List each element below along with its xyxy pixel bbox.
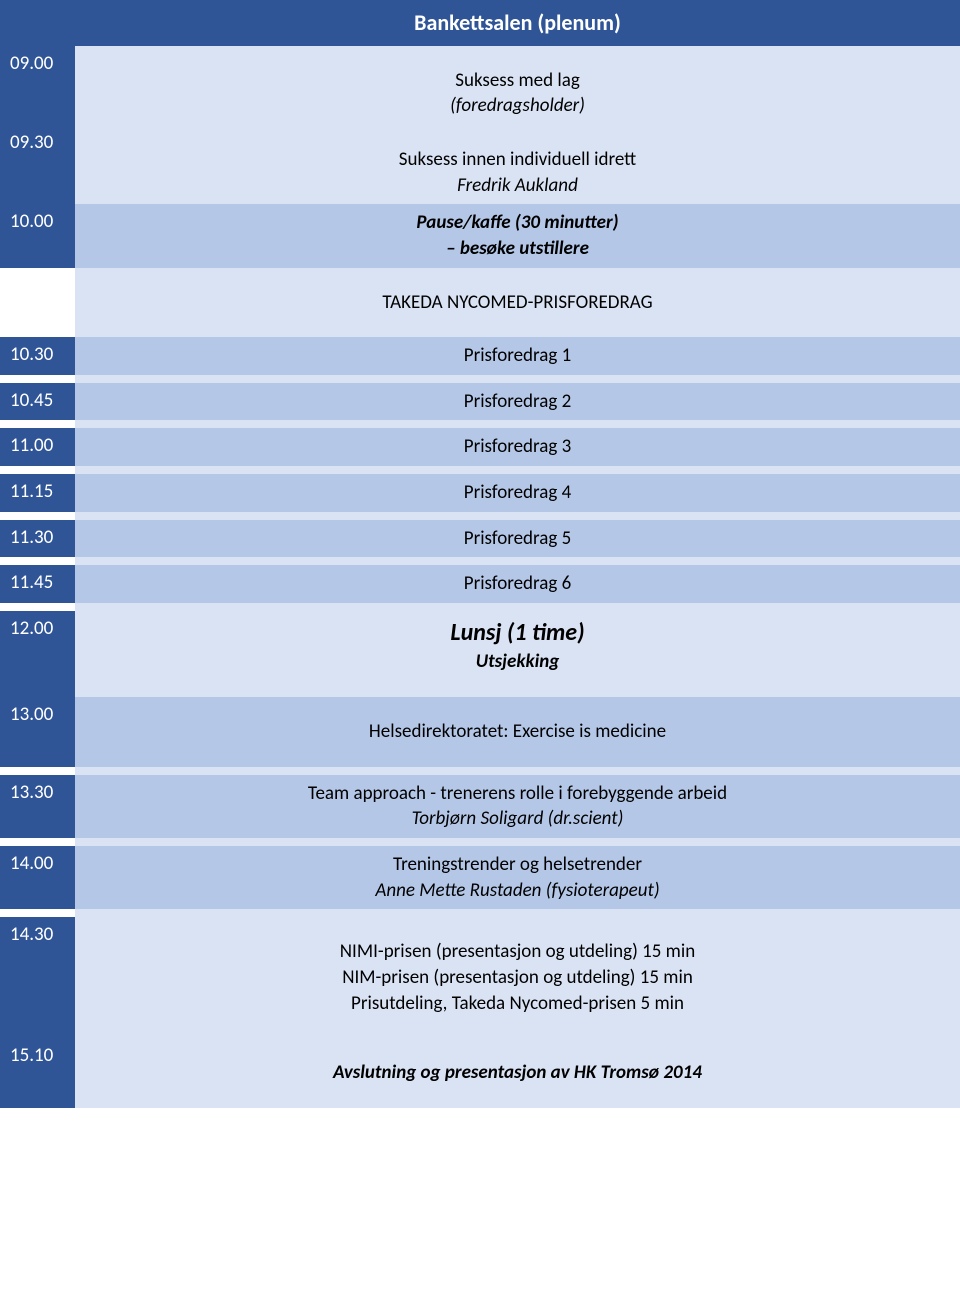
header-row: Bankettsalen (plenum) [0,0,960,46]
schedule-row: 13.00 Helsedirektoratet: Exercise is medi… [0,697,960,767]
header-time-cell [0,0,75,46]
content-line: Prisutdeling, Takeda Nycomed-prisen 5 mi… [85,991,950,1017]
content-line: NIMI-prisen (presentasjon og utdeling) 1… [85,939,950,965]
row-separator [0,603,960,611]
time-cell: 12.00 [0,611,75,697]
row-separator [0,557,960,565]
content-cell: TAKEDA NYCOMED-PRISFOREDRAG [75,268,960,338]
content-line: Pause/kaffe (30 minutter) [85,210,950,236]
time-cell: 10.45 [0,383,75,421]
content-cell: Prisforedrag 4 [75,474,960,512]
content-line: Fredrik Aukland [85,173,950,199]
time-cell: 11.30 [0,520,75,558]
schedule-row: 14.30 NIMI-prisen (presentasjon og utdeli… [0,917,960,1038]
row-separator [0,420,960,428]
content-line: Team approach - trenerens rolle i foreby… [85,781,950,807]
content-cell: Prisforedrag 3 [75,428,960,466]
time-cell: 10.30 [0,337,75,375]
time-cell: 11.00 [0,428,75,466]
content-cell: Helsedirektoratet: Exercise is medicine [75,697,960,767]
content-line: Suksess med lag [85,68,950,94]
content-cell: Suksess med lag(foredragsholder) [75,46,960,125]
schedule-row: TAKEDA NYCOMED-PRISFOREDRAG [0,268,960,338]
schedule-row: 15.10 Avslutning og presentasjon av HK Tr… [0,1038,960,1108]
content-cell: Lunsj (1 time)Utsjekking [75,611,960,697]
schedule-table: Bankettsalen (plenum)09.00Suksess med la… [0,0,960,1108]
time-cell: 09.00 [0,46,75,125]
time-cell: 11.15 [0,474,75,512]
content-line: Torbjørn Soligard (dr.scient) [85,806,950,832]
schedule-row: 11.45 Prisforedrag 6 [0,565,960,603]
content-line: Prisforedrag 6 [85,571,950,597]
content-line: Prisforedrag 4 [85,480,950,506]
content-cell: Prisforedrag 6 [75,565,960,603]
time-cell: 10.00 [0,204,75,267]
content-line: (foredragsholder) [85,93,950,119]
content-line: TAKEDA NYCOMED-PRISFOREDRAG [85,290,950,316]
schedule-row: 11.15 Prisforedrag 4 [0,474,960,512]
schedule-row: 11.30 Prisforedrag 5 [0,520,960,558]
schedule-row: 10.45 Prisforedrag 2 [0,383,960,421]
schedule-row: 10.30 Prisforedrag 1 [0,337,960,375]
content-line: – besøke utstillere [85,236,950,262]
schedule-row: 14.00Treningstrender og helsetrenderAnne… [0,846,960,909]
content-cell: Team approach - trenerens rolle i foreby… [75,775,960,838]
content-line: Lunsj (1 time) [85,617,950,649]
content-cell: Prisforedrag 2 [75,383,960,421]
schedule-row: 13.30 Team approach - trenerens rolle i f… [0,775,960,838]
row-separator [0,767,960,775]
content-cell: Avslutning og presentasjon av HK Tromsø … [75,1038,960,1108]
time-cell [0,268,75,338]
schedule-row: 09.30Suksess innen individuell idrettFre… [0,125,960,204]
content-line: Prisforedrag 3 [85,434,950,460]
header-title: Bankettsalen (plenum) [75,0,960,46]
content-cell: Treningstrender og helsetrenderAnne Mett… [75,846,960,909]
content-line: Treningstrender og helsetrender [85,852,950,878]
time-cell: 14.00 [0,846,75,909]
time-cell: 13.00 [0,697,75,767]
content-cell: Prisforedrag 1 [75,337,960,375]
content-line: Prisforedrag 2 [85,389,950,415]
time-cell: 11.45 [0,565,75,603]
row-separator [0,512,960,520]
schedule-row: 09.00Suksess med lag(foredragsholder) [0,46,960,125]
time-cell: 09.30 [0,125,75,204]
content-line: NIM-prisen (presentasjon og utdeling) 15… [85,965,950,991]
content-line: Suksess innen individuell idrett [85,147,950,173]
content-line: Anne Mette Rustaden (fysioterapeut) [85,878,950,904]
time-cell: 14.30 [0,917,75,1038]
row-separator [0,838,960,846]
row-separator [0,466,960,474]
content-cell: Pause/kaffe (30 minutter)– besøke utstil… [75,204,960,267]
content-line: Avslutning og presentasjon av HK Tromsø … [85,1060,950,1086]
content-line: Utsjekking [85,649,950,675]
row-separator [0,375,960,383]
schedule-row: 12.00Lunsj (1 time)Utsjekking [0,611,960,697]
schedule-row: 11.00 Prisforedrag 3 [0,428,960,466]
content-line: Prisforedrag 5 [85,526,950,552]
content-cell: Suksess innen individuell idrettFredrik … [75,125,960,204]
time-cell: 13.30 [0,775,75,838]
content-line: Prisforedrag 1 [85,343,950,369]
row-separator [0,909,960,917]
schedule-row: 10.00Pause/kaffe (30 minutter)– besøke u… [0,204,960,267]
content-cell: Prisforedrag 5 [75,520,960,558]
time-cell: 15.10 [0,1038,75,1108]
content-line: Helsedirektoratet: Exercise is medicine [85,719,950,745]
content-cell: NIMI-prisen (presentasjon og utdeling) 1… [75,917,960,1038]
